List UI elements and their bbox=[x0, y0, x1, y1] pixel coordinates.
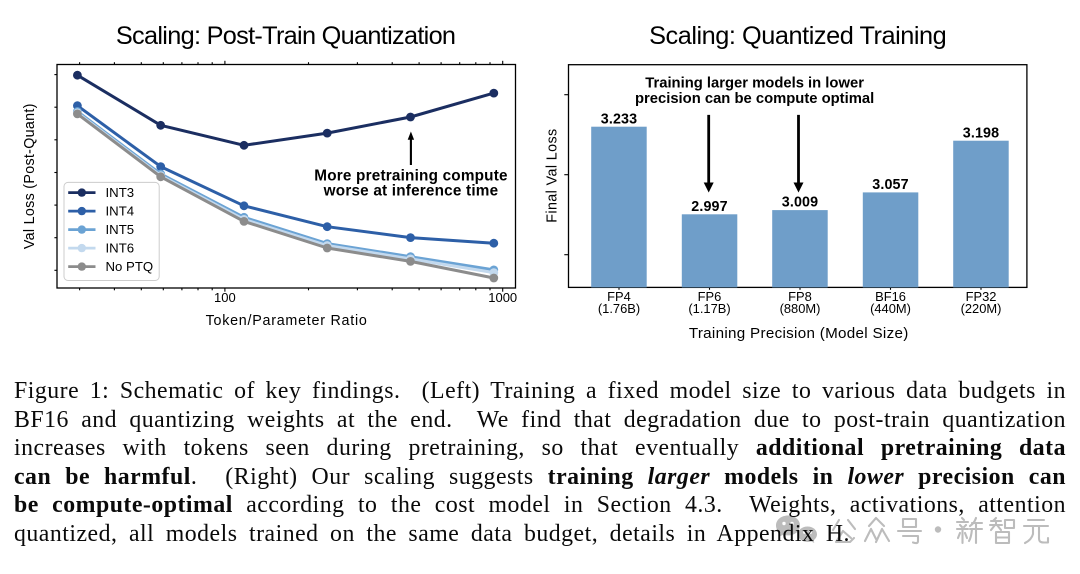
svg-text:INT5: INT5 bbox=[106, 222, 135, 237]
svg-text:Val Loss (Post-Quant): Val Loss (Post-Quant) bbox=[22, 103, 38, 249]
svg-text:2.997: 2.997 bbox=[691, 199, 728, 215]
svg-text:(1.76B): (1.76B) bbox=[598, 301, 640, 316]
svg-text:(440M): (440M) bbox=[870, 301, 911, 316]
svg-text:INT4: INT4 bbox=[106, 204, 135, 219]
svg-text:Token/Parameter Ratio: Token/Parameter Ratio bbox=[206, 313, 368, 329]
svg-text:Training Precision (Model Size: Training Precision (Model Size) bbox=[689, 325, 909, 342]
svg-text:(880M): (880M) bbox=[780, 301, 821, 316]
svg-text:3.057: 3.057 bbox=[872, 177, 909, 193]
svg-text:Training larger models in lowe: Training larger models in lower bbox=[645, 75, 864, 91]
svg-text:BF16: BF16 bbox=[875, 289, 906, 304]
svg-text:FP4: FP4 bbox=[607, 289, 631, 304]
svg-text:INT6: INT6 bbox=[106, 241, 135, 256]
svg-text:No PTQ: No PTQ bbox=[106, 259, 154, 274]
svg-text:(1.17B): (1.17B) bbox=[688, 301, 730, 316]
svg-text:Scaling: Quantized Training: Scaling: Quantized Training bbox=[649, 22, 946, 50]
svg-text:3.233: 3.233 bbox=[601, 111, 638, 127]
svg-text:precision can be compute optim: precision can be compute optimal bbox=[635, 91, 874, 107]
svg-text:3.009: 3.009 bbox=[782, 195, 819, 211]
svg-text:INT3: INT3 bbox=[106, 185, 135, 200]
svg-text:1000: 1000 bbox=[488, 290, 517, 305]
svg-text:Scaling: Post-Train Quantizati: Scaling: Post-Train Quantization bbox=[116, 22, 455, 50]
svg-text:Final Val Loss: Final Val Loss bbox=[545, 128, 561, 222]
svg-text:100: 100 bbox=[214, 290, 236, 305]
svg-text:worse at inference time: worse at inference time bbox=[323, 182, 499, 199]
svg-text:(220M): (220M) bbox=[961, 301, 1002, 316]
svg-text:FP32: FP32 bbox=[966, 289, 997, 304]
svg-text:More pretraining compute: More pretraining compute bbox=[314, 168, 507, 185]
svg-text:FP8: FP8 bbox=[788, 289, 812, 304]
svg-text:3.198: 3.198 bbox=[963, 125, 1000, 141]
svg-text:FP6: FP6 bbox=[698, 289, 722, 304]
